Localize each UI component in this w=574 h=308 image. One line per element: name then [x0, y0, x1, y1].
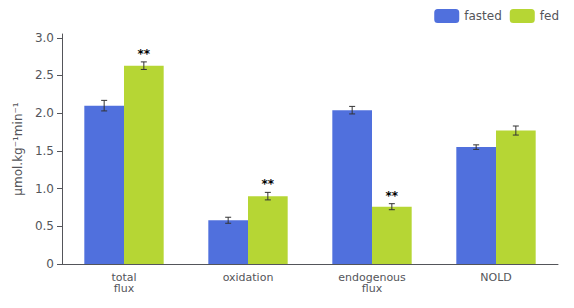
svg-text:NOLD: NOLD	[480, 271, 512, 284]
svg-text:total: total	[111, 271, 137, 284]
svg-text:1.5: 1.5	[35, 144, 54, 158]
svg-text:fed: fed	[540, 9, 559, 23]
svg-text:endogenous: endogenous	[338, 271, 406, 284]
svg-text:**: **	[138, 47, 151, 61]
svg-text:µmol.kg⁻¹min⁻¹: µmol.kg⁻¹min⁻¹	[11, 102, 25, 195]
svg-text:3.0: 3.0	[35, 31, 54, 45]
svg-text:0: 0	[46, 257, 54, 271]
svg-text:flux: flux	[362, 282, 383, 295]
svg-text:1.0: 1.0	[35, 182, 54, 196]
svg-text:flux: flux	[114, 282, 135, 295]
svg-text:2.5: 2.5	[35, 68, 54, 82]
svg-text:**: **	[262, 177, 275, 191]
svg-text:**: **	[386, 189, 399, 203]
svg-text:0.5: 0.5	[35, 219, 54, 233]
svg-text:2.0: 2.0	[35, 106, 54, 120]
svg-text:oxidation: oxidation	[223, 271, 274, 284]
svg-text:fasted: fasted	[464, 9, 502, 23]
